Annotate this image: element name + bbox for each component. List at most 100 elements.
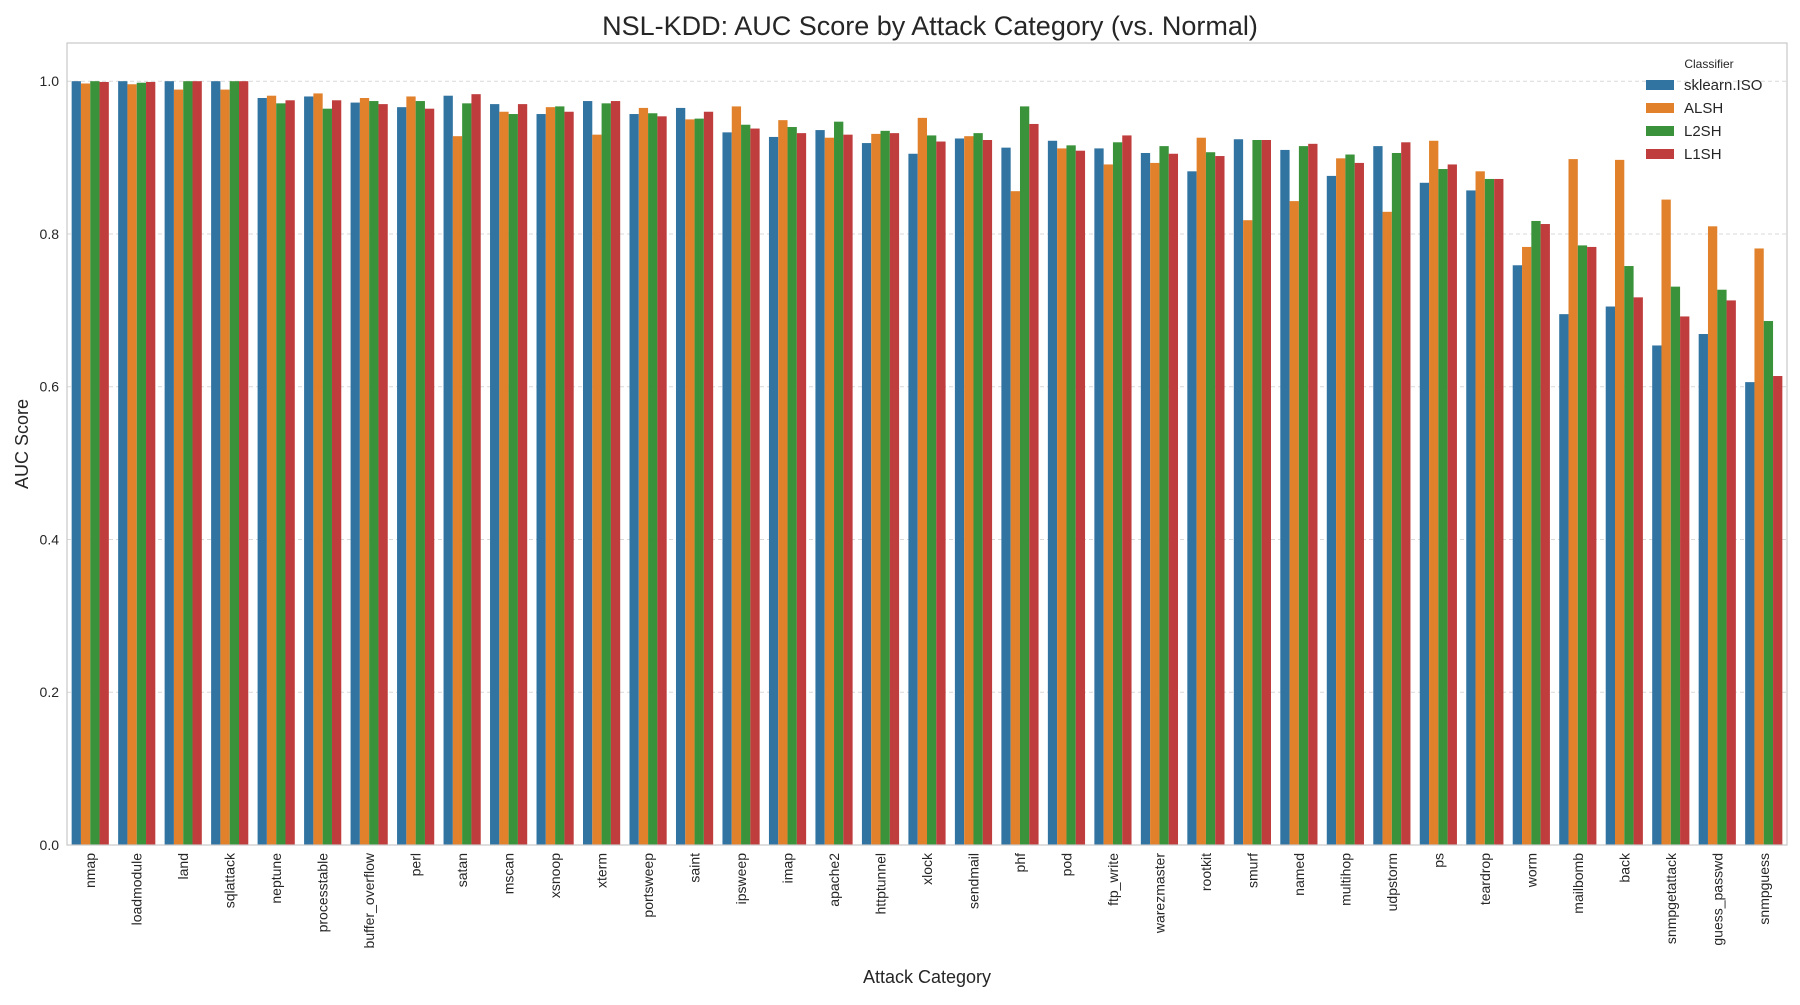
bar-l2sh xyxy=(648,113,658,845)
bar-sklearn-iso xyxy=(350,102,360,845)
bar-l2sh xyxy=(555,106,565,846)
bar-alsh xyxy=(1103,164,1113,846)
bar-sklearn-iso xyxy=(304,96,314,845)
bar-sklearn-iso xyxy=(1605,306,1615,845)
y-tick-label: 0.4 xyxy=(40,531,60,547)
bar-l1sh xyxy=(1354,162,1364,845)
bar-alsh xyxy=(964,136,974,846)
x-axis-ticks: nmap loadmodule land sqlattack neptune proces… xyxy=(82,852,1772,948)
bar-l1sh xyxy=(1308,143,1318,845)
bar-alsh xyxy=(499,111,509,845)
x-tick-label: smurf xyxy=(1244,853,1260,888)
bar-l2sh xyxy=(1019,106,1030,846)
bar-l2sh xyxy=(508,114,518,845)
bar-sklearn-iso xyxy=(1187,171,1197,845)
bar-sklearn-iso xyxy=(861,143,872,845)
bar-sklearn-iso xyxy=(257,97,267,846)
bar-alsh xyxy=(406,96,416,845)
bar-sklearn-iso xyxy=(815,130,825,845)
x-tick-label: nmap xyxy=(82,853,98,888)
y-axis-label: AUC Score xyxy=(12,399,32,489)
bar-l1sh xyxy=(1122,135,1132,845)
x-tick-label: snmpguess xyxy=(1756,853,1772,925)
bar-l1sh xyxy=(331,100,342,846)
bar-sklearn-iso xyxy=(164,81,174,845)
legend-title: Classifier xyxy=(1684,57,1733,71)
bar-l2sh xyxy=(927,135,937,845)
bar-l1sh xyxy=(1401,142,1411,846)
x-tick-label: ipsweep xyxy=(733,853,749,905)
bar-alsh xyxy=(80,83,91,845)
bar-l2sh xyxy=(1159,146,1169,846)
bar-l1sh xyxy=(1261,140,1271,846)
legend-label: ALSH xyxy=(1684,100,1723,117)
bar-l2sh xyxy=(229,81,239,845)
legend-label: sklearn.ISO xyxy=(1684,77,1762,94)
bar-l1sh xyxy=(936,141,946,845)
bar-l2sh xyxy=(462,103,472,846)
bar-alsh xyxy=(1568,159,1578,845)
bar-sklearn-iso xyxy=(1233,139,1244,846)
bar-alsh xyxy=(1243,220,1253,846)
bar-l1sh xyxy=(1168,153,1179,845)
legend-swatch xyxy=(1646,149,1674,159)
x-tick-label: xterm xyxy=(594,853,610,888)
bar-l1sh xyxy=(1587,246,1597,846)
x-tick-label: sqlattack xyxy=(222,852,238,908)
x-tick-label: rootkit xyxy=(1198,853,1214,891)
bar-sklearn-iso xyxy=(675,107,686,845)
bar-sklearn-iso xyxy=(211,81,221,845)
bar-l2sh xyxy=(694,118,704,846)
bar-l2sh xyxy=(1345,154,1355,846)
bar-alsh xyxy=(127,84,137,845)
bar-l2sh xyxy=(880,130,890,846)
x-tick-label: named xyxy=(1291,853,1307,896)
bar-alsh xyxy=(1615,159,1625,845)
bar-l1sh xyxy=(564,111,574,845)
plot-frame xyxy=(66,42,1788,846)
bar-alsh xyxy=(1010,191,1020,845)
y-axis-ticks: 0.0 0.2 0.4 0.6 0.8 1.0 xyxy=(40,73,60,853)
bar-alsh xyxy=(731,106,742,846)
bar-l2sh xyxy=(834,121,844,846)
bar-l1sh xyxy=(1726,300,1736,845)
bar-sklearn-iso xyxy=(1559,314,1569,846)
bar-alsh xyxy=(685,119,695,845)
bar-alsh xyxy=(1382,211,1392,846)
bar-l2sh xyxy=(1763,321,1774,845)
bar-l1sh xyxy=(146,81,156,845)
x-tick-label: mailbomb xyxy=(1570,853,1586,914)
bar-sklearn-iso xyxy=(768,136,779,845)
bar-sklearn-iso xyxy=(397,107,407,845)
x-tick-label: portsweep xyxy=(640,853,656,918)
x-tick-label: xsnoop xyxy=(547,853,563,898)
bar-sklearn-iso xyxy=(1326,175,1337,846)
x-tick-label: udpstorm xyxy=(1384,853,1400,911)
x-tick-label: multihop xyxy=(1337,853,1353,906)
bar-l1sh xyxy=(1215,156,1225,845)
bar-l2sh xyxy=(183,81,193,845)
bar-sklearn-iso xyxy=(1047,140,1058,845)
bar-l2sh xyxy=(369,101,379,846)
bar-sklearn-iso xyxy=(629,114,639,845)
bar-alsh xyxy=(1661,199,1671,846)
x-tick-label: teardrop xyxy=(1477,853,1493,905)
bar-l2sh xyxy=(1577,245,1588,845)
bar-l2sh xyxy=(741,124,751,846)
x-tick-label: phf xyxy=(1012,853,1028,873)
bar-sklearn-iso xyxy=(722,132,732,845)
bar-l2sh xyxy=(1717,289,1727,846)
bar-l1sh xyxy=(285,100,295,846)
x-tick-label: ps xyxy=(1430,853,1446,868)
bar-sklearn-iso xyxy=(490,104,500,846)
bar-l1sh xyxy=(239,81,249,845)
x-tick-label: pod xyxy=(1058,853,1074,876)
y-tick-label: 0.0 xyxy=(40,837,60,853)
bar-l1sh xyxy=(657,116,667,846)
bar-sklearn-iso xyxy=(1698,334,1708,845)
bar-alsh xyxy=(1150,162,1160,845)
bar-alsh xyxy=(545,107,556,845)
bar-l1sh xyxy=(99,81,109,845)
bar-l2sh xyxy=(973,133,983,845)
bar-l1sh xyxy=(843,134,853,845)
